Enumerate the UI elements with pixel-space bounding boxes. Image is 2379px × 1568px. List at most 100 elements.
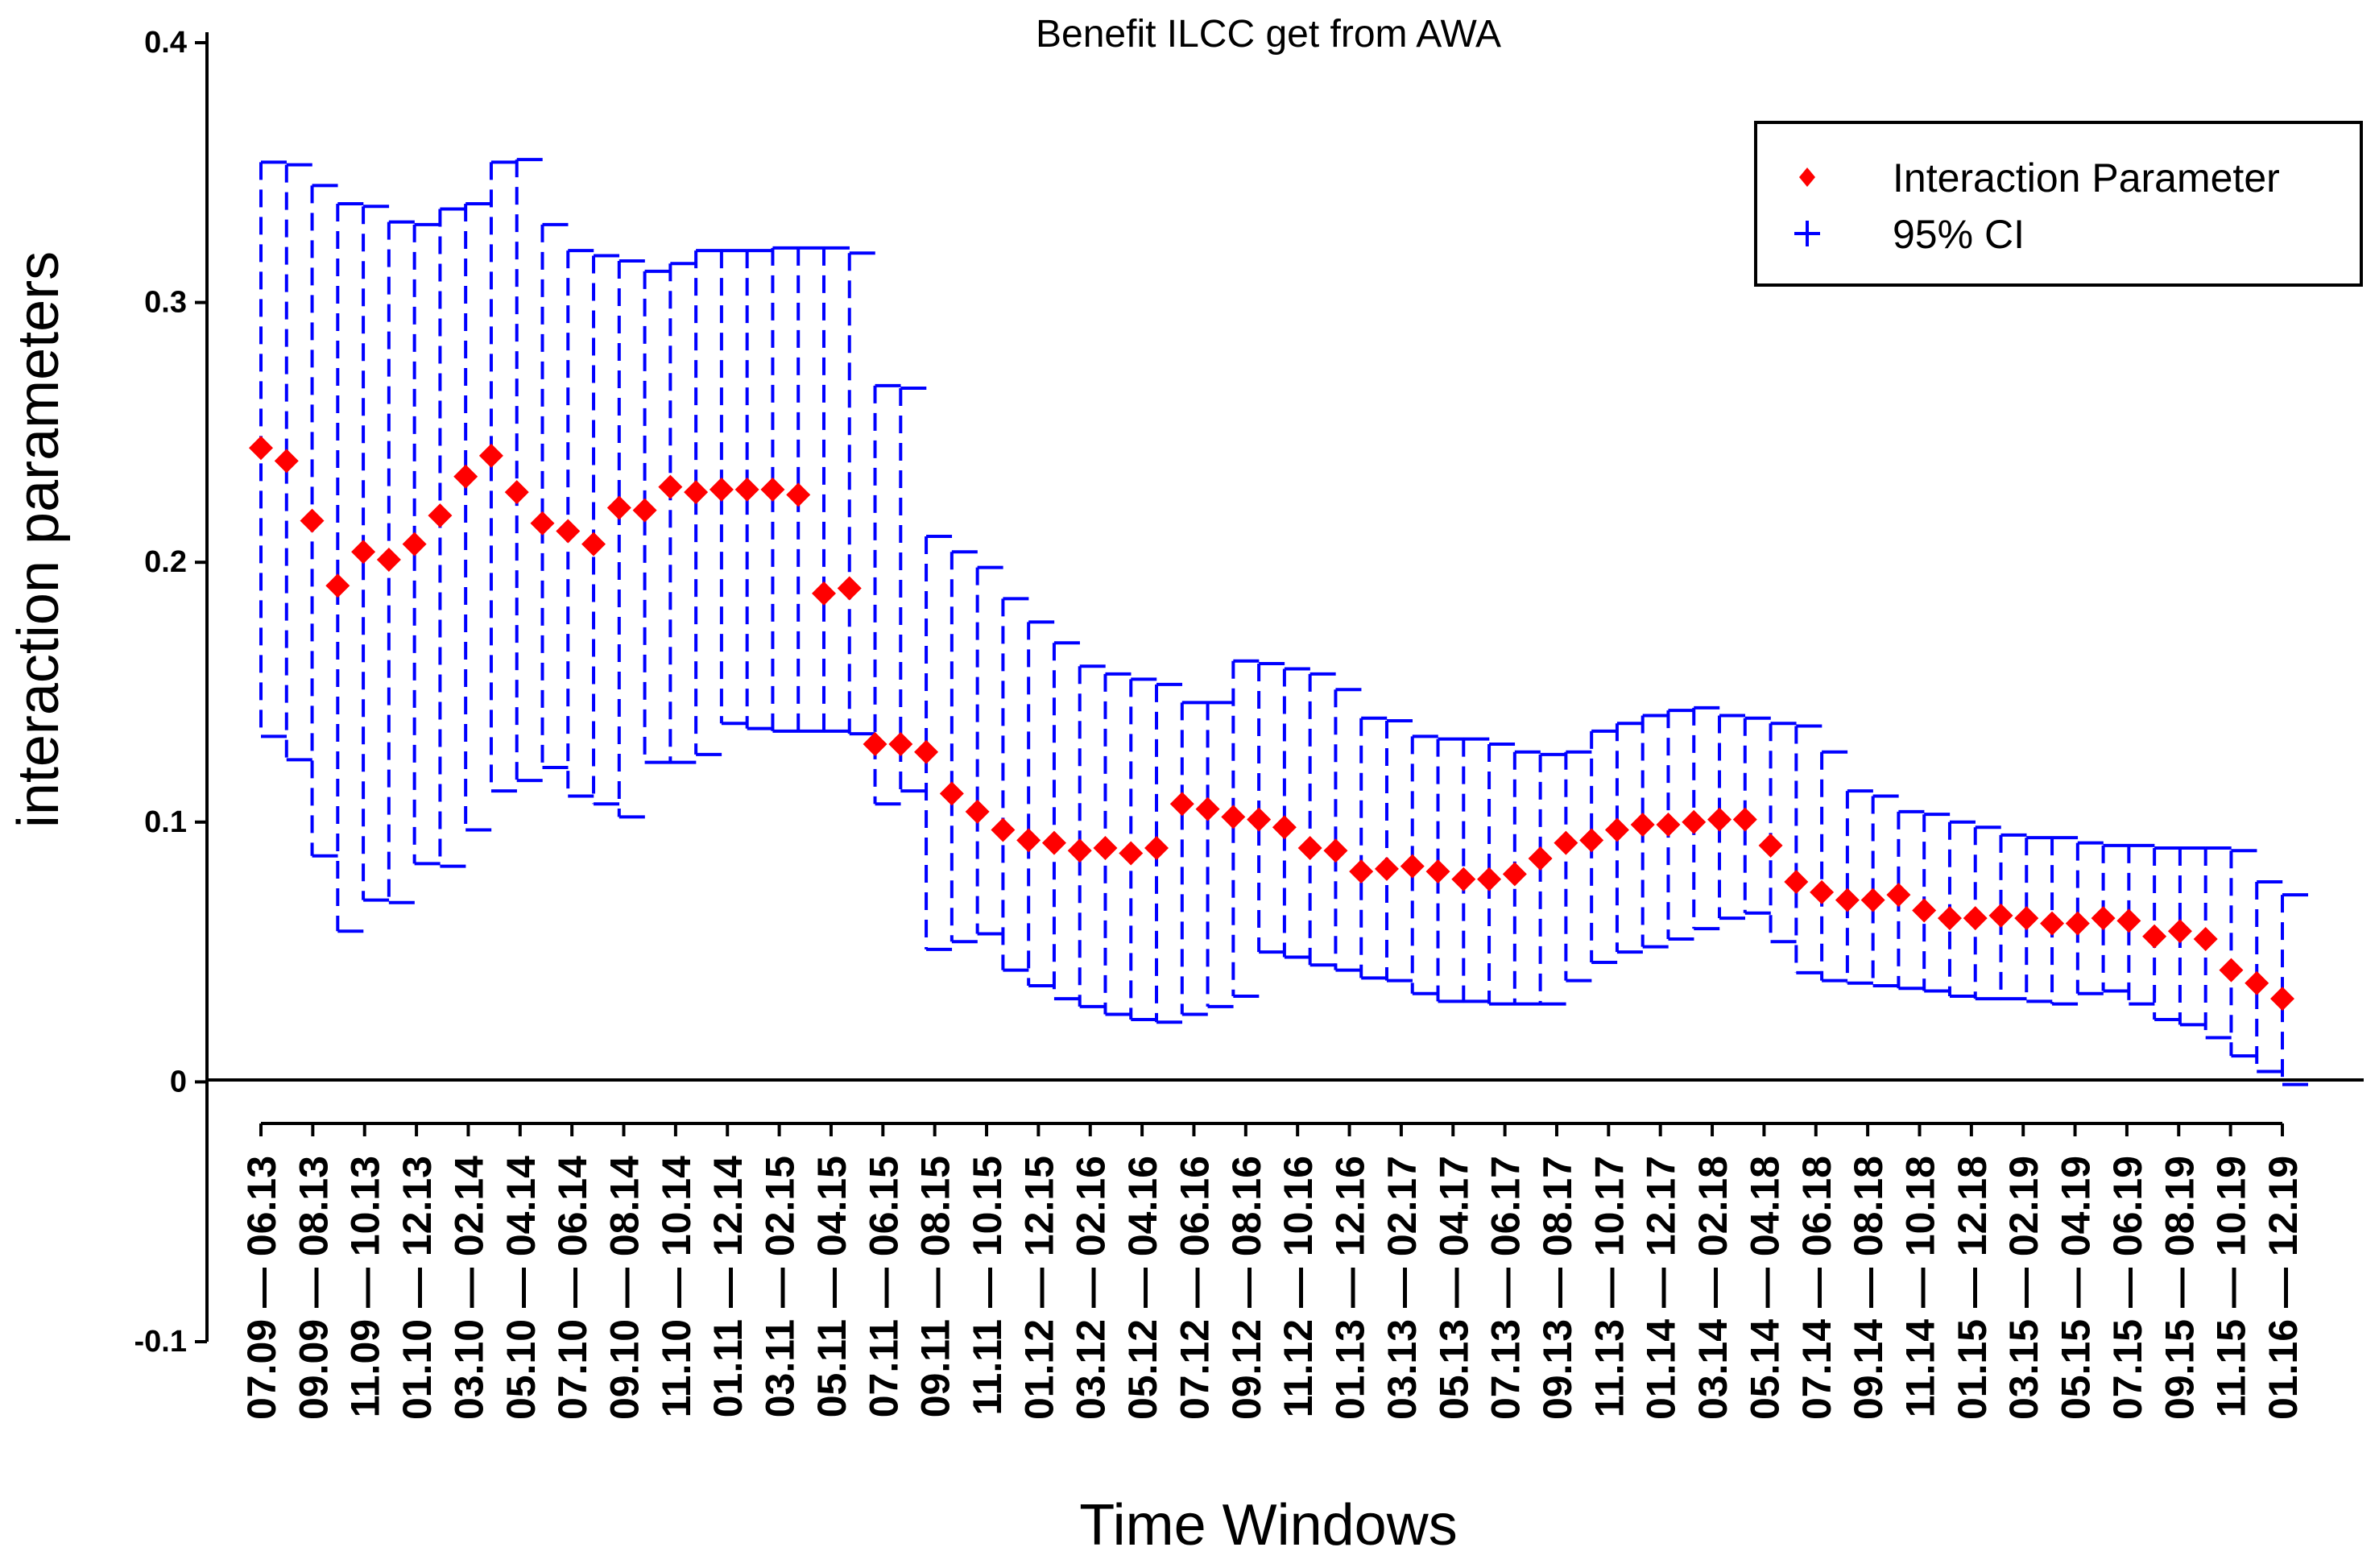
interaction-point — [1272, 815, 1297, 840]
interaction-point — [658, 474, 683, 499]
interaction-point — [709, 477, 734, 502]
ci-layer — [259, 158, 2308, 1086]
interaction-point — [376, 547, 401, 572]
interaction-point — [1656, 813, 1681, 838]
interaction-point — [1682, 809, 1707, 834]
interaction-point — [1810, 879, 1835, 904]
interaction-point — [1988, 903, 2013, 928]
x-tick-label: 09.13 — 08.17 — [1535, 1156, 1580, 1420]
interaction-point — [504, 480, 529, 505]
x-tick-label: 11.09 — 10.13 — [343, 1156, 388, 1417]
interaction-point — [530, 511, 555, 536]
y-tick-label: 0.2 — [144, 545, 187, 579]
interaction-point — [2116, 908, 2141, 933]
x-tick-label: 09.12 — 08.16 — [1224, 1156, 1269, 1420]
chart-title: Benefit ILCC get from AWA — [1036, 13, 1501, 56]
y-tick-label: 0.4 — [144, 26, 187, 60]
interaction-point — [1604, 817, 1629, 842]
interaction-point — [1860, 887, 1885, 912]
interaction-point — [1425, 859, 1450, 884]
x-tick-label: 05.10 — 04.14 — [499, 1156, 544, 1420]
interaction-point — [1758, 833, 1783, 858]
interaction-point — [1912, 898, 1937, 923]
interaction-point — [1349, 859, 1374, 884]
x-tick-label: 11.10 — 10.14 — [654, 1156, 699, 1417]
interaction-point — [1323, 838, 1348, 863]
interaction-point — [2142, 924, 2167, 949]
interaction-point — [1144, 836, 1169, 861]
legend-label-95-ci: 95% CI — [1893, 212, 2025, 257]
y-tick-label: -0.1 — [134, 1325, 187, 1359]
interaction-point — [1016, 828, 1041, 853]
axes-layer — [205, 32, 2364, 1342]
interaction-point — [1041, 830, 1066, 855]
interaction-point — [684, 480, 709, 505]
y-axis-title: interaction parameters — [6, 251, 71, 828]
interaction-point — [1630, 813, 1655, 838]
interaction-point — [1221, 805, 1246, 830]
interaction-point — [2193, 926, 2218, 951]
interaction-point — [1119, 841, 1144, 866]
interaction-point — [428, 503, 453, 528]
interaction-point — [351, 540, 376, 565]
x-tick-label: 07.10 — 06.14 — [550, 1156, 595, 1420]
x-tick-label: 01.16 — 12.19 — [2261, 1156, 2306, 1420]
interaction-point — [1937, 906, 1962, 931]
x-tick-label: 05.13 — 04.17 — [1431, 1156, 1476, 1420]
interaction-point — [1169, 792, 1194, 817]
interaction-point — [1784, 869, 1809, 894]
interaction-point — [2245, 970, 2269, 995]
interaction-point — [2014, 906, 2039, 931]
interaction-point — [914, 739, 939, 764]
y-tick-label: 0.3 — [144, 286, 187, 320]
x-tick-label: 07.13 — 06.17 — [1483, 1156, 1529, 1420]
x-tick-label: 01.11 — 12.14 — [705, 1156, 751, 1417]
interaction-point — [1579, 828, 1604, 853]
x-tick-label: 09.15 — 08.19 — [2157, 1156, 2202, 1420]
interaction-point — [1835, 887, 1860, 912]
x-tick-label: 11.12 — 10.16 — [1276, 1156, 1321, 1417]
interaction-point — [402, 532, 427, 556]
interaction-point — [1297, 836, 1322, 861]
legend-box — [1754, 121, 2363, 287]
interaction-point — [1502, 862, 1527, 887]
x-axis-title: Time Windows — [1079, 1493, 1457, 1558]
interaction-point — [734, 477, 759, 502]
x-tick-label: 09.09 — 08.13 — [291, 1156, 336, 1420]
interaction-point — [1886, 883, 1911, 908]
interaction-point — [2219, 958, 2244, 983]
x-tick-label: 05.15 — 04.19 — [2054, 1156, 2099, 1420]
interaction-point — [478, 443, 503, 468]
x-tick-label: 07.14 — 06.18 — [1794, 1156, 1839, 1420]
interaction-point — [863, 732, 887, 757]
interaction-point — [2040, 911, 2065, 936]
x-tick-label: 03.11 — 02.15 — [758, 1156, 803, 1417]
interaction-point — [249, 436, 273, 461]
x-tick-label: 07.11 — 06.15 — [861, 1156, 906, 1417]
legend: Interaction Parameter 95% CI — [1754, 121, 2363, 287]
interaction-point — [2091, 906, 2116, 931]
x-tick-label: 05.12 — 04.16 — [1120, 1156, 1165, 1420]
x-tick-label: 01.10 — 12.13 — [395, 1156, 440, 1420]
x-tick-label: 03.10 — 02.14 — [446, 1156, 491, 1420]
interaction-point — [1963, 906, 1988, 931]
interaction-point — [1400, 854, 1425, 879]
x-tick-label: 11.13 — 10.17 — [1587, 1156, 1632, 1417]
interaction-point — [760, 477, 785, 502]
x-tick-label: 09.11 — 08.15 — [913, 1156, 958, 1417]
x-tick-label: 07.15 — 06.19 — [2105, 1156, 2150, 1420]
point-layer — [249, 436, 2294, 1012]
interaction-point — [965, 799, 990, 824]
interaction-point — [606, 495, 631, 520]
legend-label-interaction-parameter: Interaction Parameter — [1893, 155, 2280, 201]
x-tick-label: 09.10 — 08.14 — [602, 1156, 648, 1420]
interaction-point — [837, 576, 862, 601]
y-tick-label: 0 — [170, 1065, 187, 1098]
x-tick-label: 03.13 — 02.17 — [1380, 1156, 1425, 1420]
x-tick-label: 01.15 — 12.18 — [1950, 1156, 1995, 1420]
interaction-point — [1451, 867, 1476, 892]
interaction-point — [1093, 836, 1118, 861]
x-tick-label: 03.14 — 02.18 — [1690, 1156, 1736, 1420]
legend-plus-icon — [1794, 221, 1820, 246]
